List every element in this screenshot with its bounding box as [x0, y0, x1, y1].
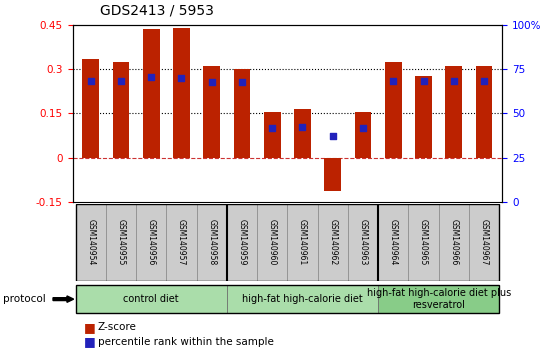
Bar: [143, 29, 160, 158]
Text: GDS2413 / 5953: GDS2413 / 5953: [100, 4, 214, 18]
Bar: [204, 66, 220, 158]
Text: GSM140962: GSM140962: [328, 219, 337, 266]
Text: GSM140959: GSM140959: [238, 219, 247, 266]
Bar: [318, 204, 348, 281]
Point: [238, 79, 247, 85]
Bar: [324, 158, 341, 192]
Bar: [166, 204, 196, 281]
Bar: [355, 112, 371, 158]
Point: [117, 78, 126, 83]
Bar: [378, 204, 408, 281]
Point: [207, 79, 216, 85]
Bar: [378, 285, 499, 314]
Bar: [476, 66, 492, 158]
Bar: [469, 204, 499, 281]
Bar: [113, 62, 129, 158]
Text: ■: ■: [84, 335, 95, 348]
Point: [359, 125, 368, 131]
Text: protocol: protocol: [3, 294, 46, 304]
Point: [177, 75, 186, 81]
Text: GSM140954: GSM140954: [86, 219, 95, 266]
Point: [328, 133, 337, 139]
Bar: [408, 204, 439, 281]
Point: [389, 78, 398, 83]
Bar: [257, 204, 287, 281]
Text: GSM140967: GSM140967: [479, 219, 489, 266]
Text: high-fat high-calorie diet: high-fat high-calorie diet: [242, 294, 363, 304]
Point: [147, 74, 156, 80]
Bar: [264, 112, 281, 158]
Point: [479, 78, 488, 83]
Bar: [173, 28, 190, 158]
Text: GSM140958: GSM140958: [207, 219, 217, 266]
Bar: [227, 285, 378, 314]
Text: GSM140963: GSM140963: [358, 219, 368, 266]
Bar: [445, 66, 462, 158]
Bar: [234, 69, 251, 158]
Text: GSM140956: GSM140956: [147, 219, 156, 266]
Text: ■: ■: [84, 321, 95, 334]
Bar: [106, 204, 136, 281]
Point: [86, 78, 95, 83]
Bar: [83, 59, 99, 158]
Text: GSM140965: GSM140965: [419, 219, 428, 266]
Point: [268, 125, 277, 131]
Bar: [385, 62, 402, 158]
Text: Z-score: Z-score: [98, 322, 137, 332]
Bar: [196, 204, 227, 281]
Bar: [294, 109, 311, 158]
Text: GSM140955: GSM140955: [117, 219, 126, 266]
Text: high-fat high-calorie diet plus
resveratrol: high-fat high-calorie diet plus resverat…: [367, 288, 511, 310]
Text: GSM140966: GSM140966: [449, 219, 458, 266]
Bar: [75, 285, 227, 314]
Text: GSM140961: GSM140961: [298, 219, 307, 266]
Text: control diet: control diet: [123, 294, 179, 304]
Text: GSM140957: GSM140957: [177, 219, 186, 266]
Bar: [287, 204, 318, 281]
Text: GSM140960: GSM140960: [268, 219, 277, 266]
Bar: [227, 204, 257, 281]
Bar: [415, 76, 432, 158]
Bar: [439, 204, 469, 281]
Text: GSM140964: GSM140964: [389, 219, 398, 266]
Point: [298, 125, 307, 130]
Text: percentile rank within the sample: percentile rank within the sample: [98, 337, 273, 347]
Bar: [136, 204, 166, 281]
Bar: [75, 204, 106, 281]
Point: [449, 78, 458, 83]
Bar: [348, 204, 378, 281]
Point: [419, 78, 428, 83]
